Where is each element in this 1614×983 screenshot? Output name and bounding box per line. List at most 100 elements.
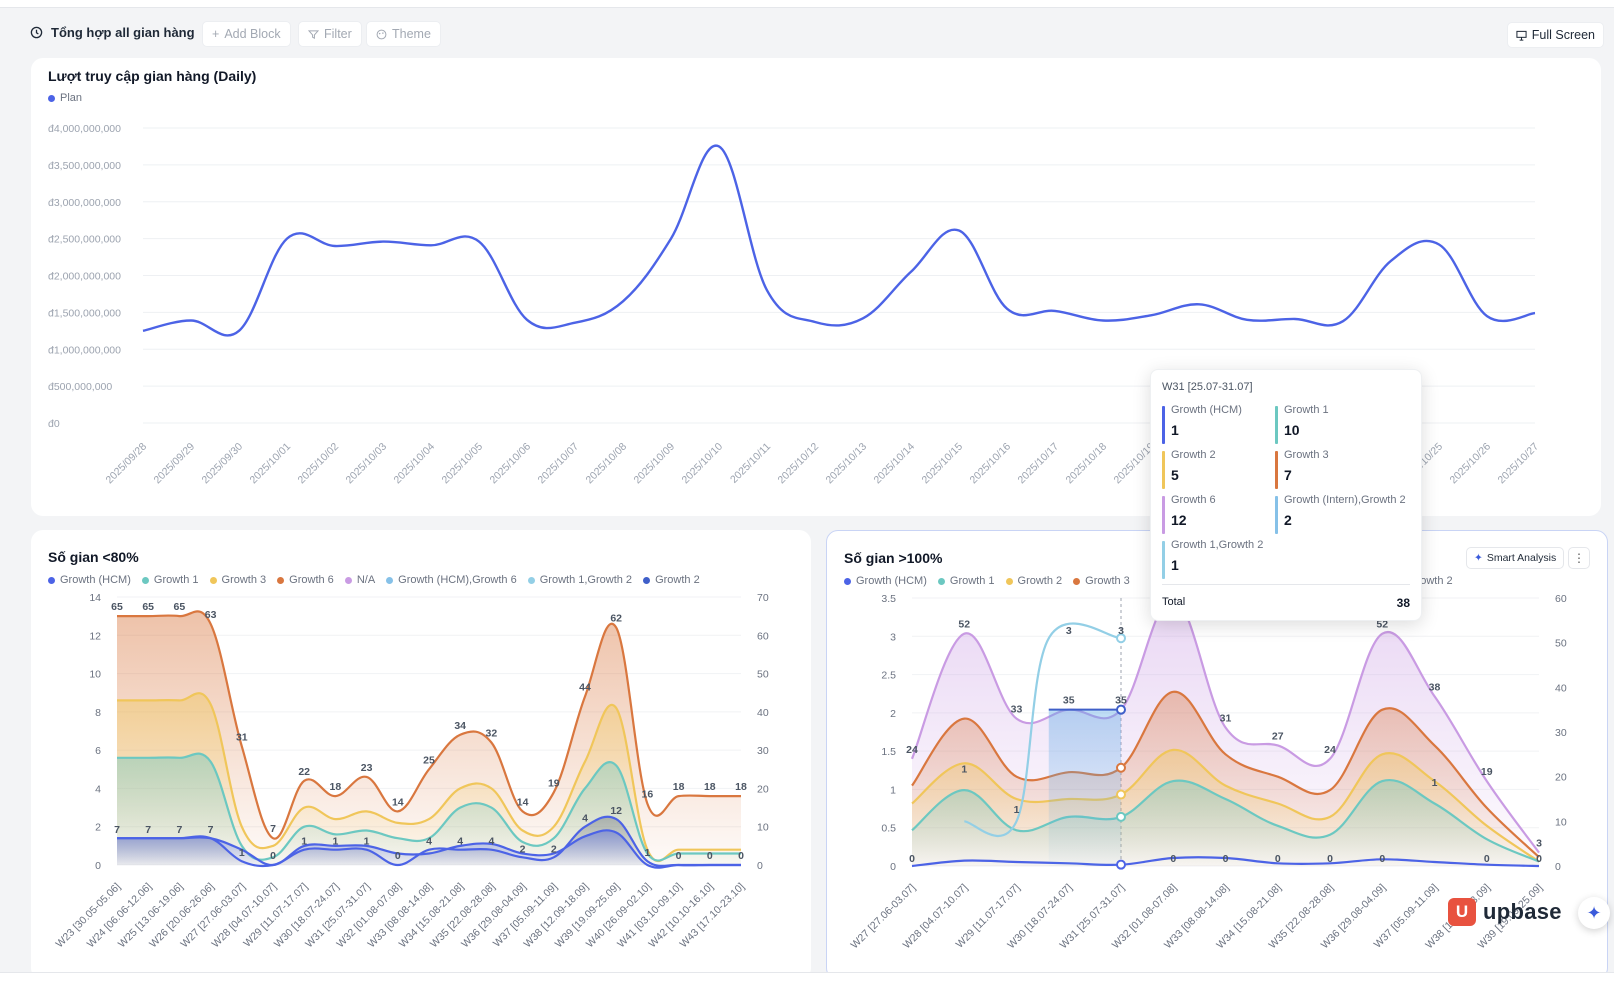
data-label: 63 bbox=[205, 609, 217, 621]
x-tick-label: 2025/10/08 bbox=[583, 441, 629, 487]
y-tick-label: đ2,500,000,000 bbox=[48, 234, 121, 246]
data-label: 34 bbox=[454, 720, 466, 732]
data-label: 4 bbox=[426, 836, 432, 848]
data-label: 1 bbox=[239, 847, 245, 859]
x-tick-label: 2025/10/02 bbox=[295, 441, 341, 487]
more-vertical-icon: ⋮ bbox=[1573, 551, 1585, 565]
x-tick-label: 2025/10/13 bbox=[823, 441, 869, 487]
data-label: 0 bbox=[707, 850, 713, 862]
series-band bbox=[1049, 710, 1121, 866]
left-tick-label: 3.5 bbox=[881, 593, 896, 605]
data-label: 65 bbox=[174, 601, 186, 613]
data-label: 19 bbox=[548, 777, 560, 789]
left-tick-label: 1 bbox=[890, 784, 896, 796]
dashboard-toolbar: Tổng hợp all gian hàng + Add Block Filte… bbox=[0, 14, 1614, 54]
ai-assistant-button[interactable]: ✦ bbox=[1578, 897, 1610, 929]
data-label: 0 bbox=[676, 850, 682, 862]
data-label: 0 bbox=[395, 850, 401, 862]
x-tick-label: 2025/09/30 bbox=[199, 441, 245, 487]
right-tick-label: 0 bbox=[1555, 861, 1561, 873]
data-label: 0 bbox=[1379, 853, 1385, 865]
left-tick-label: 3 bbox=[890, 631, 896, 643]
add-block-button[interactable]: + Add Block bbox=[202, 21, 291, 47]
theme-label: Theme bbox=[392, 27, 431, 41]
x-tick-label: 2025/10/15 bbox=[919, 441, 965, 487]
more-options-button[interactable]: ⋮ bbox=[1568, 547, 1590, 569]
under-80-card: Số gian <80% Growth (HCM) Growth 1 Growt… bbox=[31, 530, 811, 980]
x-tick-label: 2025/10/17 bbox=[1015, 441, 1061, 487]
data-label: 4 bbox=[488, 836, 494, 848]
full-screen-button[interactable]: Full Screen bbox=[1507, 22, 1604, 48]
data-label: 18 bbox=[735, 781, 747, 793]
sparkle-icon: ✦ bbox=[1474, 552, 1483, 564]
right-tick-label: 40 bbox=[757, 707, 769, 719]
left-tick-label: 0 bbox=[890, 861, 896, 873]
data-label: 65 bbox=[111, 601, 123, 613]
x-tick-label: 2025/10/12 bbox=[775, 441, 821, 487]
data-label: 0 bbox=[1275, 853, 1281, 865]
x-tick-label: 2025/10/03 bbox=[343, 441, 389, 487]
left-tick-label: 12 bbox=[89, 630, 101, 642]
chart-tooltip: W31 [25.07-31.07] Growth (HCM)1 Growth 1… bbox=[1150, 369, 1422, 621]
y-tick-label: đ0 bbox=[48, 418, 60, 430]
tooltip-item: Growth (HCM)1 bbox=[1162, 404, 1290, 444]
right-tick-label: 20 bbox=[757, 783, 769, 795]
right-tick-label: 50 bbox=[757, 669, 769, 681]
data-label: 35 bbox=[1115, 695, 1127, 707]
x-tick-label: 2025/10/18 bbox=[1063, 441, 1109, 487]
add-block-label: Add Block bbox=[224, 27, 280, 41]
data-label: 31 bbox=[1220, 713, 1232, 725]
data-label: 7 bbox=[114, 824, 120, 836]
data-label: 24 bbox=[906, 744, 918, 756]
hover-marker bbox=[1117, 791, 1125, 799]
data-label: 18 bbox=[704, 781, 716, 793]
data-label: 14 bbox=[392, 796, 404, 808]
left-tick-label: 2 bbox=[95, 822, 101, 834]
data-label: 27 bbox=[1272, 730, 1284, 742]
data-label: 3 bbox=[1118, 625, 1124, 637]
left-tick-label: 1.5 bbox=[881, 746, 896, 758]
tooltip-divider bbox=[1162, 584, 1410, 585]
x-tick-label: 2025/10/26 bbox=[1447, 441, 1493, 487]
left-tick-label: 8 bbox=[95, 707, 101, 719]
left-tick-label: 2 bbox=[890, 708, 896, 720]
left-tick-label: 4 bbox=[95, 783, 101, 795]
data-label: 2 bbox=[551, 843, 557, 855]
right-tick-label: 10 bbox=[1555, 816, 1567, 828]
sparkle-icon: ✦ bbox=[1586, 903, 1601, 924]
x-tick-label: 2025/10/11 bbox=[728, 441, 773, 486]
y-tick-label: đ1,500,000,000 bbox=[48, 307, 121, 319]
theme-button[interactable]: Theme bbox=[366, 21, 441, 47]
data-label: 14 bbox=[517, 796, 529, 808]
left-tick-label: 0.5 bbox=[881, 823, 896, 835]
smart-analysis-label: Smart Analysis bbox=[1487, 552, 1556, 564]
data-label: 65 bbox=[142, 601, 154, 613]
data-label: 0 bbox=[1484, 853, 1490, 865]
x-tick-label: 2025/10/07 bbox=[535, 441, 581, 487]
hover-marker bbox=[1117, 764, 1125, 772]
right-tick-label: 70 bbox=[757, 592, 769, 604]
data-label: 1 bbox=[332, 836, 338, 848]
data-label: 0 bbox=[1170, 853, 1176, 865]
data-label: 7 bbox=[270, 823, 276, 835]
left-tick-label: 6 bbox=[95, 745, 101, 757]
dashboard-title-text: Tổng hợp all gian hàng bbox=[51, 25, 195, 40]
full-screen-label: Full Screen bbox=[1532, 28, 1595, 42]
filter-label: Filter bbox=[324, 27, 352, 41]
hover-marker bbox=[1117, 813, 1125, 821]
data-label: 44 bbox=[579, 682, 591, 694]
data-label: 1 bbox=[644, 847, 650, 859]
dashboard-title[interactable]: Tổng hợp all gian hàng bbox=[30, 25, 195, 40]
left-tick-label: 2.5 bbox=[881, 670, 896, 682]
right-tick-label: 40 bbox=[1555, 682, 1567, 694]
filter-button[interactable]: Filter bbox=[298, 21, 362, 47]
data-label: 7 bbox=[145, 824, 151, 836]
smart-analysis-button[interactable]: ✦ Smart Analysis bbox=[1466, 547, 1564, 569]
x-tick-label: 2025/10/06 bbox=[487, 441, 533, 487]
data-label: 2 bbox=[520, 843, 526, 855]
filter-icon bbox=[308, 29, 319, 40]
